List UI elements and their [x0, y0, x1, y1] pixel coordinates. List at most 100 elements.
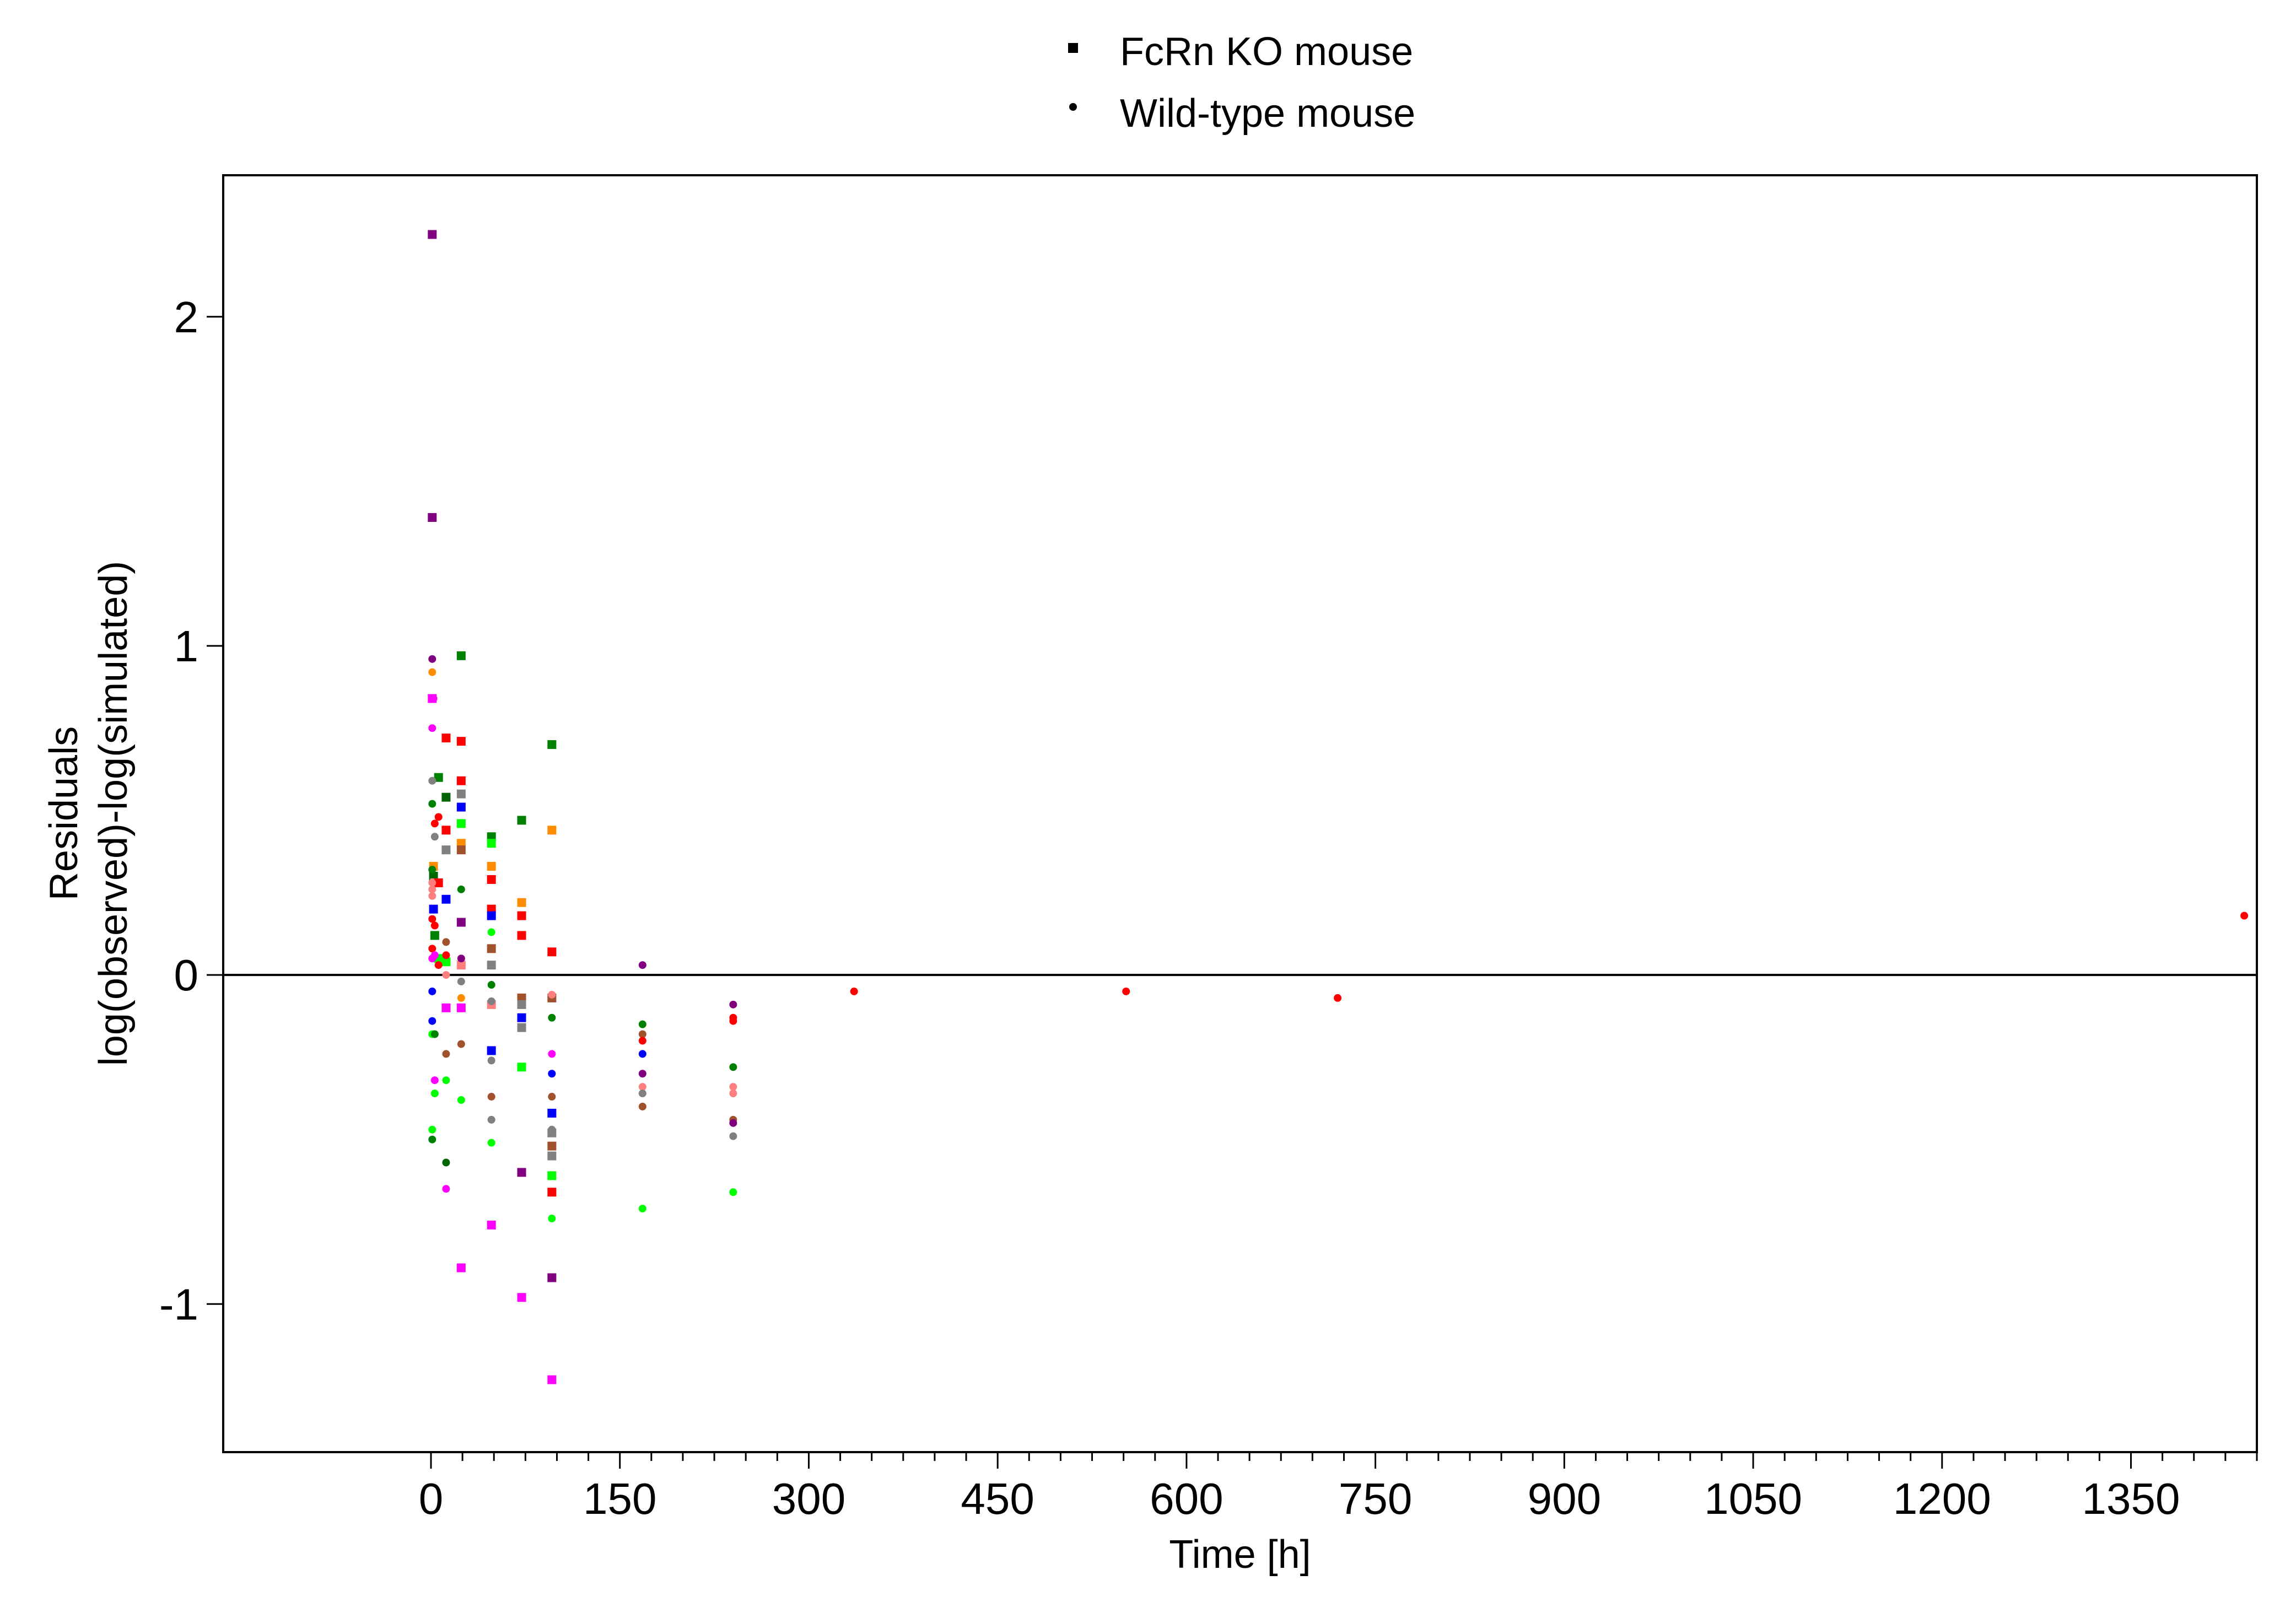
data-point-circle: [729, 1132, 737, 1140]
data-point-square: [456, 802, 466, 812]
data-point-square: [441, 957, 451, 967]
data-point-circle: [442, 951, 450, 959]
data-point-circle: [428, 655, 436, 663]
data-point-circle: [729, 1000, 737, 1008]
data-point-circle: [638, 1037, 646, 1045]
data-point-square: [456, 819, 466, 828]
data-point-circle: [638, 1205, 646, 1213]
data-point-circle: [1122, 987, 1130, 995]
data-point-circle: [457, 994, 465, 1002]
data-point-square: [547, 826, 557, 835]
data-point-square: [441, 792, 451, 802]
data-point-square: [547, 1141, 557, 1151]
data-point-circle: [434, 813, 443, 821]
data-point-square: [487, 944, 496, 953]
data-point-circle: [729, 1119, 737, 1127]
data-point-circle: [428, 987, 436, 995]
x-tick-label: 750: [1339, 1474, 1412, 1523]
data-point-circle: [430, 1076, 439, 1085]
data-point-square: [487, 961, 496, 970]
data-point-square: [456, 1003, 466, 1012]
data-point-circle: [2240, 912, 2249, 920]
data-point-square: [487, 1046, 496, 1055]
data-point-circle: [442, 938, 450, 946]
x-tick-label: 900: [1528, 1474, 1601, 1523]
data-point-square: [517, 1023, 526, 1032]
data-point-circle: [428, 800, 436, 808]
data-point-square: [517, 1168, 526, 1177]
data-point-circle: [428, 915, 436, 923]
data-point-circle: [457, 1040, 465, 1048]
legend-marker-circle: [1069, 103, 1077, 111]
data-point-square: [547, 1151, 557, 1161]
data-point-circle: [430, 819, 439, 828]
data-point-circle: [729, 1017, 737, 1025]
data-point-circle: [428, 878, 436, 887]
data-point-square: [456, 918, 466, 927]
data-point-circle: [434, 961, 443, 969]
data-point-square: [441, 734, 451, 743]
x-tick-label: 1200: [1893, 1474, 1991, 1523]
data-point-square: [428, 513, 437, 522]
data-point-square: [456, 789, 466, 799]
data-point-square: [456, 961, 466, 970]
plot-frame: [222, 174, 2258, 1453]
data-point-circle: [430, 951, 439, 959]
data-point-circle: [430, 1030, 439, 1038]
x-tick-label: 1350: [2082, 1474, 2180, 1523]
data-point-square: [456, 845, 466, 855]
data-point-square: [430, 931, 439, 940]
data-point-square: [547, 1273, 557, 1282]
data-point-square: [517, 911, 526, 920]
data-point-circle: [457, 885, 465, 893]
legend: FcRn KO mouse Wild-type mouse: [1068, 30, 1415, 136]
y-axis-title-line1: Residuals: [42, 726, 86, 900]
data-point-circle: [442, 1185, 450, 1193]
x-tick-label: 450: [961, 1474, 1034, 1523]
x-tick-label: 300: [772, 1474, 845, 1523]
data-point-circle: [428, 724, 436, 732]
data-point-square: [434, 878, 443, 887]
data-point-square: [441, 1003, 451, 1012]
data-point-circle: [487, 997, 495, 1005]
legend-label-wild-type: Wild-type mouse: [1120, 91, 1415, 136]
data-point-circle: [430, 833, 439, 841]
data-point-circle: [1334, 994, 1342, 1002]
data-point-circle: [428, 1135, 436, 1144]
data-point-circle: [442, 1158, 450, 1167]
data-point-circle: [548, 990, 556, 999]
data-point-square: [517, 898, 526, 907]
data-point-circle: [428, 866, 436, 874]
data-point-square: [487, 875, 496, 884]
data-point-square: [456, 1263, 466, 1272]
data-point-square: [487, 862, 496, 871]
y-tick-label: 1: [174, 622, 199, 671]
data-point-circle: [638, 1102, 646, 1110]
y-tick-label: 0: [174, 951, 199, 1000]
data-point-circle: [638, 1030, 646, 1038]
data-points: [428, 230, 2249, 1384]
data-point-circle: [638, 1090, 646, 1098]
data-point-circle: [638, 1050, 646, 1058]
data-point-square: [434, 773, 443, 782]
data-point-circle: [428, 1125, 436, 1134]
legend-label-fcrn-ko: FcRn KO mouse: [1120, 30, 1413, 74]
x-axis: 0 150 300 450 600 750 900 1050 1200 1350: [419, 1452, 2258, 1523]
data-point-circle: [457, 978, 465, 986]
x-tick-label: 600: [1150, 1474, 1223, 1523]
data-point-circle: [638, 961, 646, 969]
data-point-square: [517, 1293, 526, 1302]
data-point-circle: [457, 1096, 465, 1104]
data-point-circle: [638, 1070, 646, 1078]
data-point-circle: [487, 1139, 495, 1147]
data-point-circle: [428, 776, 436, 785]
data-point-square: [547, 740, 557, 749]
data-point-square: [547, 947, 557, 957]
data-point-square: [428, 230, 437, 239]
data-point-circle: [429, 694, 438, 703]
data-point-square: [517, 1000, 526, 1009]
data-point-square: [429, 904, 438, 914]
data-point-circle: [548, 1050, 556, 1058]
data-point-circle: [442, 971, 450, 979]
